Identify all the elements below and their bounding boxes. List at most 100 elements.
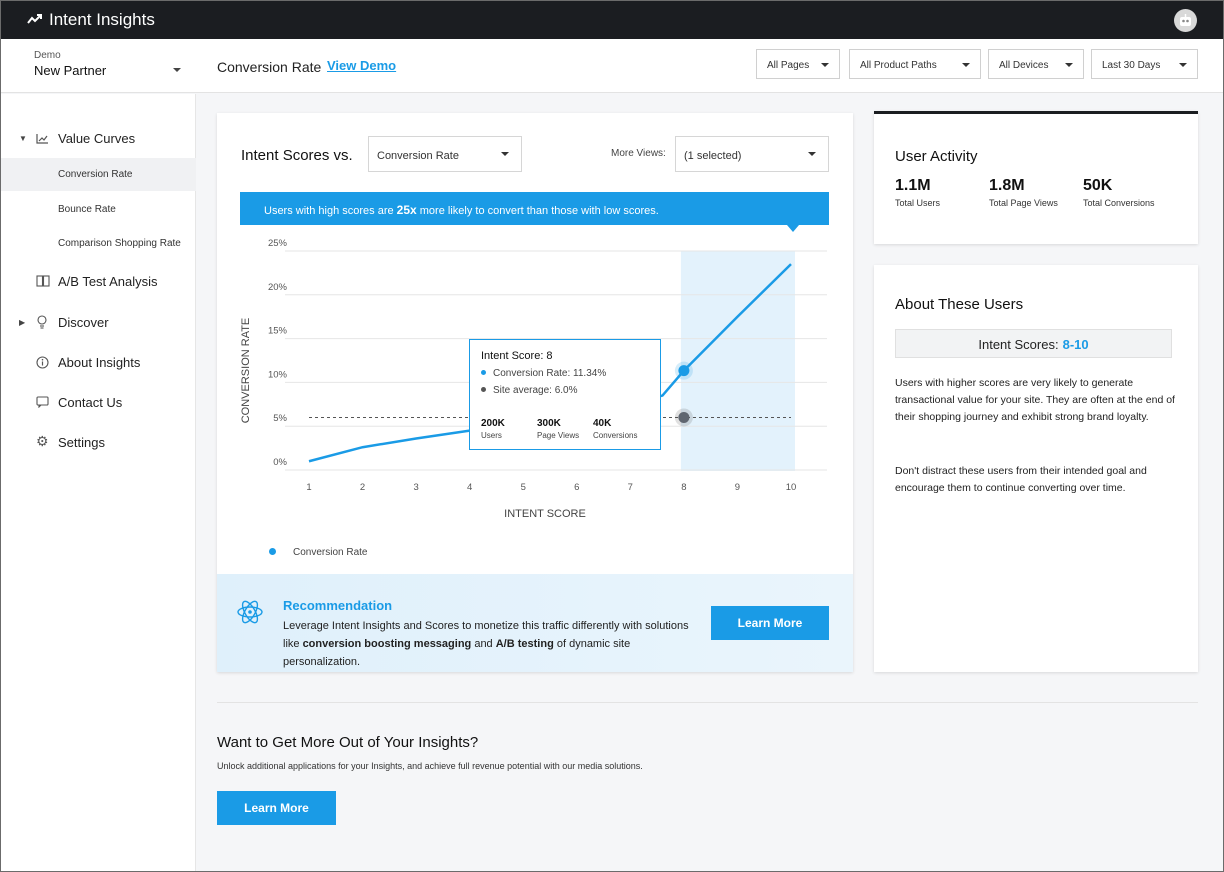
more-views-select[interactable]: (1 selected) (675, 136, 829, 172)
stat-value: 300K (537, 418, 561, 429)
reco-text-3: of dynamic site personalization. (283, 638, 631, 668)
about-users-card: About These Users Intent Scores: 8-10 Use… (874, 265, 1198, 672)
line-chart-icon (36, 134, 48, 144)
y-tick-label: 20% (268, 282, 288, 293)
x-tick-label: 5 (521, 482, 526, 493)
banner-pointer (787, 225, 799, 232)
banner-text-post: more likely to convert than those with l… (416, 205, 659, 217)
sidebar: ▼ Value Curves Conversion Rate Bounce Ra… (1, 94, 196, 871)
more-insights-learn-more-button[interactable]: Learn More (217, 791, 336, 825)
chat-icon (36, 396, 49, 408)
chevron-down-icon (1179, 63, 1187, 67)
y-axis-label: CONVERSION RATE (240, 318, 252, 424)
filter-date-range[interactable]: Last 30 Days (1091, 49, 1198, 79)
partner-label: Demo (34, 50, 61, 61)
filter-label: All Product Paths (860, 60, 937, 71)
reco-bold-1: conversion boosting messaging (302, 638, 472, 650)
sidebar-item-label: Value Curves (58, 131, 136, 146)
filter-pages[interactable]: All Pages (756, 49, 840, 79)
sidebar-subitem-conversion-rate[interactable]: Conversion Rate (1, 158, 196, 191)
tooltip-stat-users: 200K Users (481, 418, 505, 440)
reco-bold-2: A/B testing (495, 638, 554, 650)
about-users-paragraph-1: Users with higher scores are very likely… (895, 377, 1175, 423)
caret-right-icon[interactable]: ▶ (19, 318, 26, 327)
chevron-down-icon[interactable] (173, 68, 181, 72)
tooltip-stat-page-views: 300K Page Views (537, 418, 579, 440)
page-title: Conversion Rate (217, 59, 322, 75)
sidebar-item-label: Contact Us (58, 395, 123, 410)
reco-text-1: Leverage Intent Insights and Scores to m… (283, 620, 689, 650)
info-icon (36, 356, 49, 369)
stat-total-users: 1.1M Total Users (895, 177, 940, 208)
filter-product-paths[interactable]: All Product Paths (849, 49, 981, 79)
intent-scores-range: Intent Scores: 8-10 (895, 329, 1172, 358)
stat-total-conversions: 50K Total Conversions (1083, 177, 1155, 208)
value-curve-card: Intent Scores vs. Conversion Rate More V… (217, 113, 853, 672)
stat-value: 200K (481, 418, 505, 429)
banner-text-pre: Users with high scores are (264, 205, 397, 217)
trend-line-icon (27, 14, 42, 24)
stat-label: Total Users (895, 198, 941, 208)
recommendation-title: Recommendation (283, 598, 393, 613)
tooltip-stat-conversions: 40K Conversions (593, 418, 637, 440)
stat-value: 50K (1083, 177, 1113, 194)
tooltip-conversion-row: Conversion Rate: 11.34% (481, 368, 606, 379)
filter-devices[interactable]: All Devices (988, 49, 1084, 79)
chevron-down-icon (501, 152, 509, 156)
tooltip-site-average-row: Site average: 6.0% (481, 385, 578, 396)
stat-total-page-views: 1.8M Total Page Views (989, 177, 1058, 208)
view-demo-link[interactable]: View Demo (327, 58, 397, 73)
average-dot-icon (481, 387, 486, 392)
sidebar-item-label: About Insights (58, 355, 141, 370)
intent-scores-value: 8-10 (1062, 337, 1089, 352)
user-avatar[interactable] (1174, 9, 1197, 32)
conversion-rate-chart[interactable]: 0% 5% 10% 15% 20% 25% 1 2 3 4 5 6 7 8 9 10 INTENT SCORE C… (217, 113, 853, 533)
y-tick-label: 10% (268, 369, 288, 380)
caret-down-icon[interactable]: ▼ (19, 134, 27, 143)
x-tick-label: 7 (628, 482, 633, 493)
chevron-down-icon (962, 63, 970, 67)
filter-label: All Devices (999, 60, 1049, 71)
x-tick-label: 1 (306, 482, 311, 493)
reco-text-2: and (471, 638, 496, 650)
metric-select[interactable]: Conversion Rate (368, 136, 522, 172)
partner-selector[interactable]: New Partner (34, 63, 107, 78)
sidebar-subitem-comparison-shopping[interactable]: Comparison Shopping Rate (58, 238, 181, 249)
x-tick-label: 3 (413, 482, 418, 493)
sidebar-item-label: A/B Test Analysis (58, 274, 158, 289)
chevron-down-icon (808, 152, 816, 156)
sidebar-subitem-bounce-rate[interactable]: Bounce Rate (58, 204, 116, 215)
series-dot-icon (481, 370, 486, 375)
x-tick-label: 10 (786, 482, 797, 493)
y-tick-label: 5% (273, 413, 287, 424)
sidebar-item-label: Settings (58, 435, 105, 450)
gear-icon: ⚙ (36, 433, 49, 449)
x-tick-label: 6 (574, 482, 579, 493)
more-insights-subtitle: Unlock additional applications for your … (217, 761, 643, 771)
legend-dot-icon (269, 548, 276, 555)
atom-icon (237, 600, 263, 624)
more-insights-title: Want to Get More Out of Your Insights? (217, 734, 479, 751)
site-average-point (678, 411, 690, 423)
y-tick-label: 15% (268, 326, 288, 337)
stat-value: 1.1M (895, 177, 931, 194)
robot-icon (1180, 14, 1191, 26)
stat-value: 40K (593, 418, 612, 429)
stat-label: Total Page Views (989, 198, 1058, 208)
user-activity-card: User Activity 1.1M Total Users 1.8M Tota… (874, 111, 1198, 244)
intent-scores-label: Intent Scores: (978, 337, 1059, 352)
more-views-label: More Views: (611, 148, 666, 159)
user-activity-title: User Activity (895, 148, 978, 165)
filter-label: All Pages (767, 60, 810, 71)
insight-banner: Users with high scores are 25x more like… (240, 192, 829, 225)
sidebar-item-label: Discover (58, 315, 109, 330)
stat-label: Conversions (593, 431, 638, 440)
legend-label: Conversion Rate (293, 547, 368, 558)
x-tick-label: 4 (467, 482, 472, 493)
tooltip-conversion: Conversion Rate: 11.34% (493, 368, 607, 379)
lightbulb-icon (37, 315, 47, 329)
book-icon (36, 275, 50, 287)
section-divider (217, 702, 1198, 703)
recommendation-learn-more-button[interactable]: Learn More (711, 606, 829, 640)
chevron-down-icon (821, 63, 829, 67)
